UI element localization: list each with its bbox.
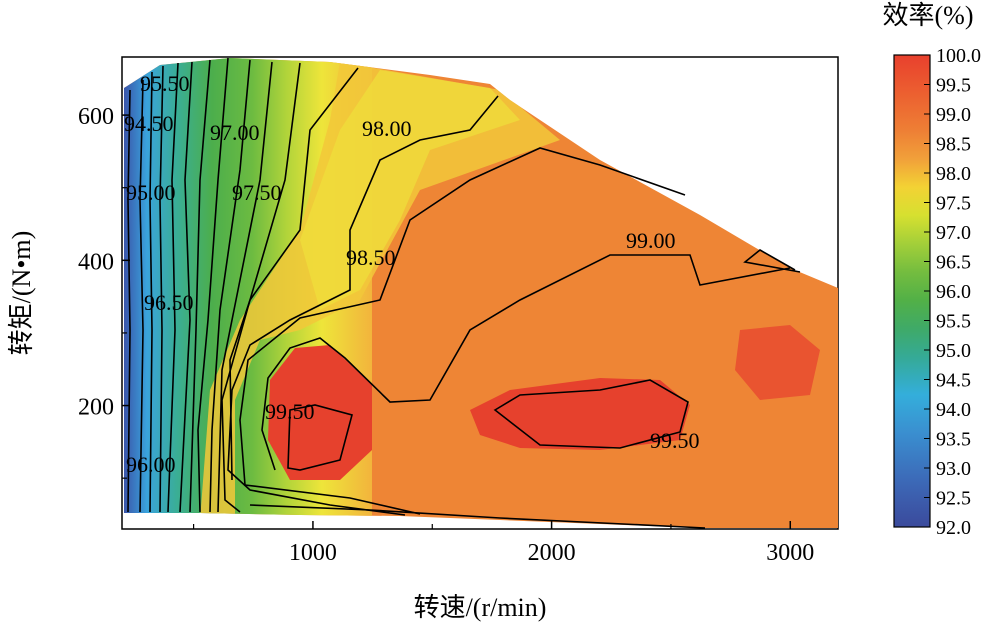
colorbar-tick-label: 93.0 [936,458,971,480]
colorbar-tick-label: 95.0 [936,340,971,362]
colorbar-tick-label: 92.0 [936,517,971,539]
y-tick-label: 200 [78,395,114,421]
contour-label: 95.00 [126,180,176,205]
x-axis: 1000 2000 3000 [193,521,814,566]
colorbar-tick-label: 94.5 [936,370,971,392]
contour-label: 99.50 [650,428,700,453]
colorbar-tick-label: 97.5 [936,193,971,215]
colorbar-tick-label: 100.0 [936,45,981,67]
colorbar-tick-label: 98.0 [936,163,971,185]
contour-label: 99.00 [626,228,676,253]
colorbar-tick-label: 95.5 [936,311,971,333]
colorbar-tick-label: 92.5 [936,488,971,510]
x-axis-title: 转速/(r/min) [414,593,547,622]
x-tick-label: 1000 [289,540,337,566]
contour-label: 94.50 [124,111,174,136]
contour-label: 95.50 [140,71,190,96]
colorbar-tick-label: 98.5 [936,134,971,156]
y-axis: 200 400 600 [78,104,130,479]
colorbar-tick-label: 93.5 [936,429,971,451]
contour-label: 98.00 [362,116,412,141]
colorbar-title: 效率(%) [883,1,974,30]
x-tick-label: 2000 [528,540,576,566]
colorbar-tick-label: 94.0 [936,399,971,421]
contour-label: 96.50 [144,290,194,315]
contour-label: 99.50 [265,399,315,424]
contour-label: 97.50 [232,180,282,205]
contour-labels: 95.50 94.50 97.00 98.00 95.00 97.50 99.0… [124,71,700,477]
colorbar-tick-label: 96.5 [936,252,971,274]
y-tick-label: 600 [78,104,114,130]
colorbar-tick-label: 99.0 [936,104,971,126]
contour-label: 96.00 [126,452,176,477]
colorbar-tick-label: 96.0 [936,281,971,303]
y-axis-title: 转矩/(N•m) [7,231,36,356]
contour-lines [127,57,801,529]
colorbar-tick-label: 99.5 [936,75,971,97]
colorbar-ticks: 100.0 99.5 99.0 98.5 98.0 97.5 97.0 96.5 96.0 95.… [924,45,981,539]
contour-label: 98.50 [346,245,396,270]
contour-label: 97.00 [210,120,260,145]
colorbar-tick-label: 97.0 [936,222,971,244]
y-tick-label: 400 [78,249,114,275]
x-tick-label: 3000 [766,540,814,566]
